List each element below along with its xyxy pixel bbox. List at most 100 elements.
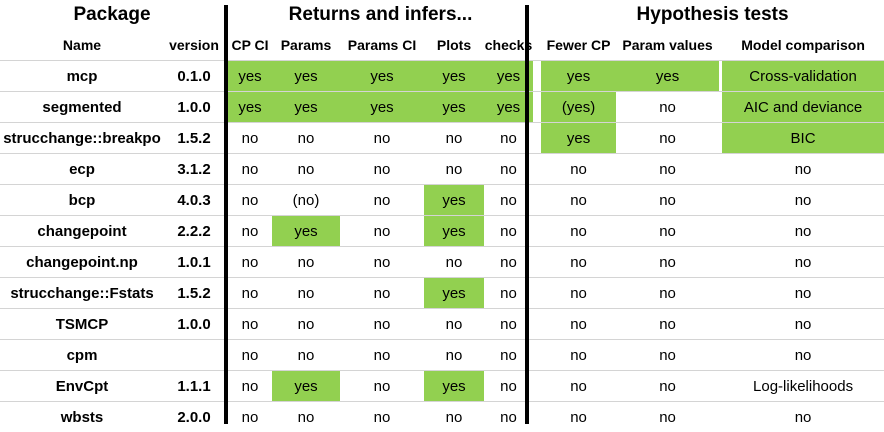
cell-param-values: no xyxy=(616,278,719,309)
col-header-params: Params xyxy=(272,30,340,61)
package-name-cell: cpm xyxy=(0,340,164,371)
cell-cp-ci: no xyxy=(228,278,272,309)
cell-plots: yes xyxy=(424,371,484,402)
package-name-cell: mcp xyxy=(0,61,164,92)
cell-param-values: no xyxy=(616,340,719,371)
cell-params-ci: no xyxy=(340,371,424,402)
package-version-cell: 0.1.0 xyxy=(164,61,224,92)
cell-params-ci: no xyxy=(340,216,424,247)
package-version-cell: 1.0.1 xyxy=(164,247,224,278)
col-header-fewer-cp: Fewer CP xyxy=(541,30,616,61)
package-name-cell: changepoint xyxy=(0,216,164,247)
cell-params: no xyxy=(272,402,340,432)
cell-cp-ci: no xyxy=(228,371,272,402)
cell-model-comparison: no xyxy=(722,309,884,340)
cell-param-values: no xyxy=(616,371,719,402)
cell-plots: yes xyxy=(424,92,484,123)
cell-fewer-cp: yes xyxy=(541,123,616,154)
cell-params-ci: no xyxy=(340,402,424,432)
cell-model-comparison: no xyxy=(722,402,884,432)
col-header-model-comparison: Model comparison xyxy=(722,30,884,61)
package-name-cell: strucchange::breakpo xyxy=(0,123,164,154)
cell-plots: no xyxy=(424,402,484,432)
divider-line xyxy=(525,5,529,424)
group-header-hypothesis: Hypothesis tests xyxy=(541,0,884,30)
cell-param-values: no xyxy=(616,123,719,154)
cell-fewer-cp: no xyxy=(541,340,616,371)
cell-params: no xyxy=(272,123,340,154)
cell-param-values: no xyxy=(616,92,719,123)
cell-cp-ci: no xyxy=(228,154,272,185)
package-version-cell: 2.2.2 xyxy=(164,216,224,247)
cell-cp-ci: no xyxy=(228,309,272,340)
cell-param-values: no xyxy=(616,154,719,185)
cell-plots: no xyxy=(424,340,484,371)
cell-fewer-cp: no xyxy=(541,309,616,340)
cell-params-ci: no xyxy=(340,340,424,371)
cell-fewer-cp: no xyxy=(541,216,616,247)
cell-plots: no xyxy=(424,309,484,340)
package-version-cell: 3.1.2 xyxy=(164,154,224,185)
group-header-package: Package xyxy=(0,0,224,30)
cell-params-ci: yes xyxy=(340,92,424,123)
cell-model-comparison: AIC and deviance xyxy=(722,92,884,123)
package-version-cell: 1.0.0 xyxy=(164,309,224,340)
cell-plots: no xyxy=(424,154,484,185)
package-name-cell: TSMCP xyxy=(0,309,164,340)
cell-params-ci: no xyxy=(340,278,424,309)
cell-params: no xyxy=(272,154,340,185)
package-name-cell: bcp xyxy=(0,185,164,216)
cell-cp-ci: no xyxy=(228,402,272,432)
col-header-param-values: Param values xyxy=(616,30,719,61)
cell-params: yes xyxy=(272,92,340,123)
package-version-cell: 1.5.2 xyxy=(164,123,224,154)
cell-model-comparison: no xyxy=(722,247,884,278)
cell-model-comparison: BIC xyxy=(722,123,884,154)
cell-cp-ci: no xyxy=(228,340,272,371)
cell-params-ci: no xyxy=(340,154,424,185)
cell-cp-ci: yes xyxy=(228,92,272,123)
package-name-cell: segmented xyxy=(0,92,164,123)
cell-plots: no xyxy=(424,247,484,278)
cell-model-comparison: Cross-validation xyxy=(722,61,884,92)
col-header-cp-ci: CP CI xyxy=(228,30,272,61)
divider-line xyxy=(224,5,228,424)
cell-model-comparison: Log-likelihoods xyxy=(722,371,884,402)
cell-param-values: no xyxy=(616,185,719,216)
cell-params: yes xyxy=(272,216,340,247)
package-version-cell: 4.0.3 xyxy=(164,185,224,216)
package-version-cell xyxy=(164,340,224,371)
cell-plots: yes xyxy=(424,216,484,247)
cell-param-values: yes xyxy=(616,61,719,92)
column-header-row: Name version CP CI Params Params CI Plot… xyxy=(0,30,884,61)
cell-fewer-cp: yes xyxy=(541,61,616,92)
col-header-params-ci: Params CI xyxy=(340,30,424,61)
cell-params: (no) xyxy=(272,185,340,216)
cell-cp-ci: no xyxy=(228,123,272,154)
cell-model-comparison: no xyxy=(722,216,884,247)
cell-params: no xyxy=(272,309,340,340)
cell-fewer-cp: no xyxy=(541,371,616,402)
package-name-cell: changepoint.np xyxy=(0,247,164,278)
cell-plots: yes xyxy=(424,61,484,92)
cell-param-values: no xyxy=(616,216,719,247)
cell-param-values: no xyxy=(616,247,719,278)
package-version-cell: 2.0.0 xyxy=(164,402,224,432)
package-name-cell: EnvCpt xyxy=(0,371,164,402)
cell-plots: yes xyxy=(424,278,484,309)
package-name-cell: strucchange::Fstats xyxy=(0,278,164,309)
cell-model-comparison: no xyxy=(722,185,884,216)
package-name-cell: wbsts xyxy=(0,402,164,432)
cell-plots: no xyxy=(424,123,484,154)
col-header-version: version xyxy=(164,30,224,61)
cell-params-ci: no xyxy=(340,309,424,340)
